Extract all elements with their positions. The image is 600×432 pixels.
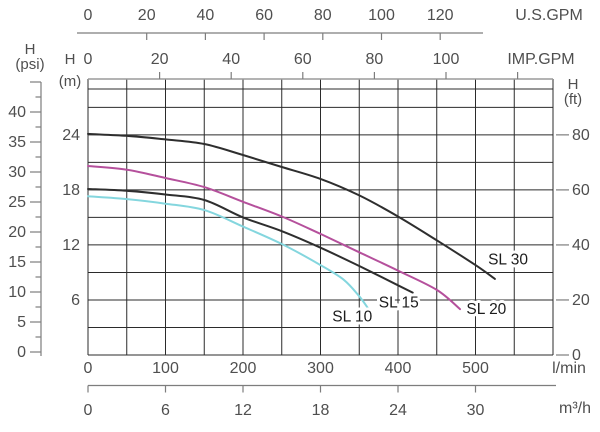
m3h-tick-label: 6: [161, 402, 170, 419]
curve-label-sl-15: SL 15: [379, 295, 419, 312]
lmin-tick-label: 300: [307, 360, 334, 377]
psi-tick-label: 5: [17, 314, 26, 331]
curve-label-sl-30: SL 30: [488, 252, 528, 269]
series-sl-20: SL 20: [87, 165, 510, 321]
imp-gpm-tick-label: 80: [366, 51, 384, 68]
m3h-tick-label: 12: [234, 402, 252, 419]
lmin-tick-label: 200: [230, 360, 257, 377]
m3h-tick-label: 24: [389, 402, 407, 419]
head-m-axis-title-unit: (m): [59, 73, 82, 90]
m3h-tick-label: 30: [467, 402, 485, 419]
imp-gpm-axis: 0 20 40 60 80 100 IMP.GPM: [84, 51, 575, 80]
head-ft-tick-label: 80: [572, 127, 590, 144]
curve-sl-10: [87, 195, 371, 312]
lmin-tick-label: 500: [462, 360, 489, 377]
head-ft-tick-label: 20: [572, 292, 590, 309]
imp-gpm-tick-label: 20: [151, 51, 169, 68]
psi-tick-label: 40: [8, 104, 26, 121]
us-gpm-tick-label: 0: [84, 7, 93, 24]
m3h-tick-label: 0: [84, 402, 93, 419]
head-ft-scale: 0 20 40 60 80 H(ft): [556, 76, 590, 364]
head-m-tick-label: 12: [62, 237, 80, 254]
lmin-axis: 0 100 200 300 400 500 l/min: [84, 360, 586, 377]
head-m-scale: 6 12 18 24 H (m): [59, 51, 82, 309]
curve-label-sl-10: SL 10: [332, 308, 372, 325]
plot-grid: [87, 79, 554, 356]
lmin-tick-label: 400: [385, 360, 412, 377]
head-ft-axis-title-unit: (ft): [564, 91, 582, 108]
psi-axis-title-unit: (psi): [15, 56, 44, 73]
psi-tick-label: 35: [8, 134, 26, 151]
imp-gpm-tick-label: 40: [222, 51, 240, 68]
curve-sl-30: [87, 132, 496, 280]
us-gpm-tick-label: 80: [314, 7, 332, 24]
us-gpm-unit-label: U.S.GPM: [515, 7, 583, 24]
head-ft-tick-label: 0: [572, 347, 581, 364]
m3h-axis: 0 6 12 18 24 30 m³/h: [84, 384, 591, 419]
psi-tick-label: 30: [8, 164, 26, 181]
psi-tick-label: 25: [8, 194, 26, 211]
head-m-tick-label: 6: [71, 292, 80, 309]
series-sl-15: SL 15: [87, 188, 422, 315]
head-m-tick-label: 18: [62, 182, 80, 199]
head-ft-axis-title: H: [568, 76, 579, 93]
us-gpm-tick-label: 60: [255, 7, 273, 24]
head-psi-scale: 0 5 10 15 20 25 30 35 40 H(psi): [8, 41, 44, 361]
series-sl-10: SL 10: [87, 195, 376, 328]
m3h-unit-label: m³/h: [559, 400, 591, 417]
us-gpm-axis: 0 20 40 60 80 100 120 U.S.GPM: [77, 7, 583, 40]
lmin-tick-label: 100: [152, 360, 179, 377]
head-ft-tick-label: 60: [572, 182, 590, 199]
m3h-tick-label: 18: [312, 402, 330, 419]
curve-sl-15: [87, 188, 414, 294]
imp-gpm-unit-label: IMP.GPM: [507, 51, 574, 68]
us-gpm-tick-label: 20: [138, 7, 156, 24]
psi-tick-label: 15: [8, 254, 26, 271]
us-gpm-tick-label: 100: [368, 7, 395, 24]
imp-gpm-tick-label: 0: [84, 51, 93, 68]
lmin-tick-label: 0: [84, 360, 93, 377]
psi-tick-label: 0: [17, 344, 26, 361]
psi-tick-label: 20: [8, 224, 26, 241]
curve-sl-20: [87, 165, 461, 311]
imp-gpm-tick-label: 60: [294, 51, 312, 68]
imp-gpm-tick-label: 100: [433, 51, 460, 68]
head-m-axis-title: H: [65, 51, 76, 68]
us-gpm-tick-label: 120: [427, 7, 454, 24]
psi-axis-title: H: [25, 41, 36, 58]
head-ft-tick-label: 40: [572, 237, 590, 254]
curve-label-sl-20: SL 20: [466, 301, 506, 318]
us-gpm-tick-label: 40: [197, 7, 215, 24]
psi-tick-label: 10: [8, 284, 26, 301]
series-sl-30: SL 30: [87, 132, 531, 280]
head-m-tick-label: 24: [62, 127, 80, 144]
lmin-unit-label: l/min: [552, 360, 586, 377]
